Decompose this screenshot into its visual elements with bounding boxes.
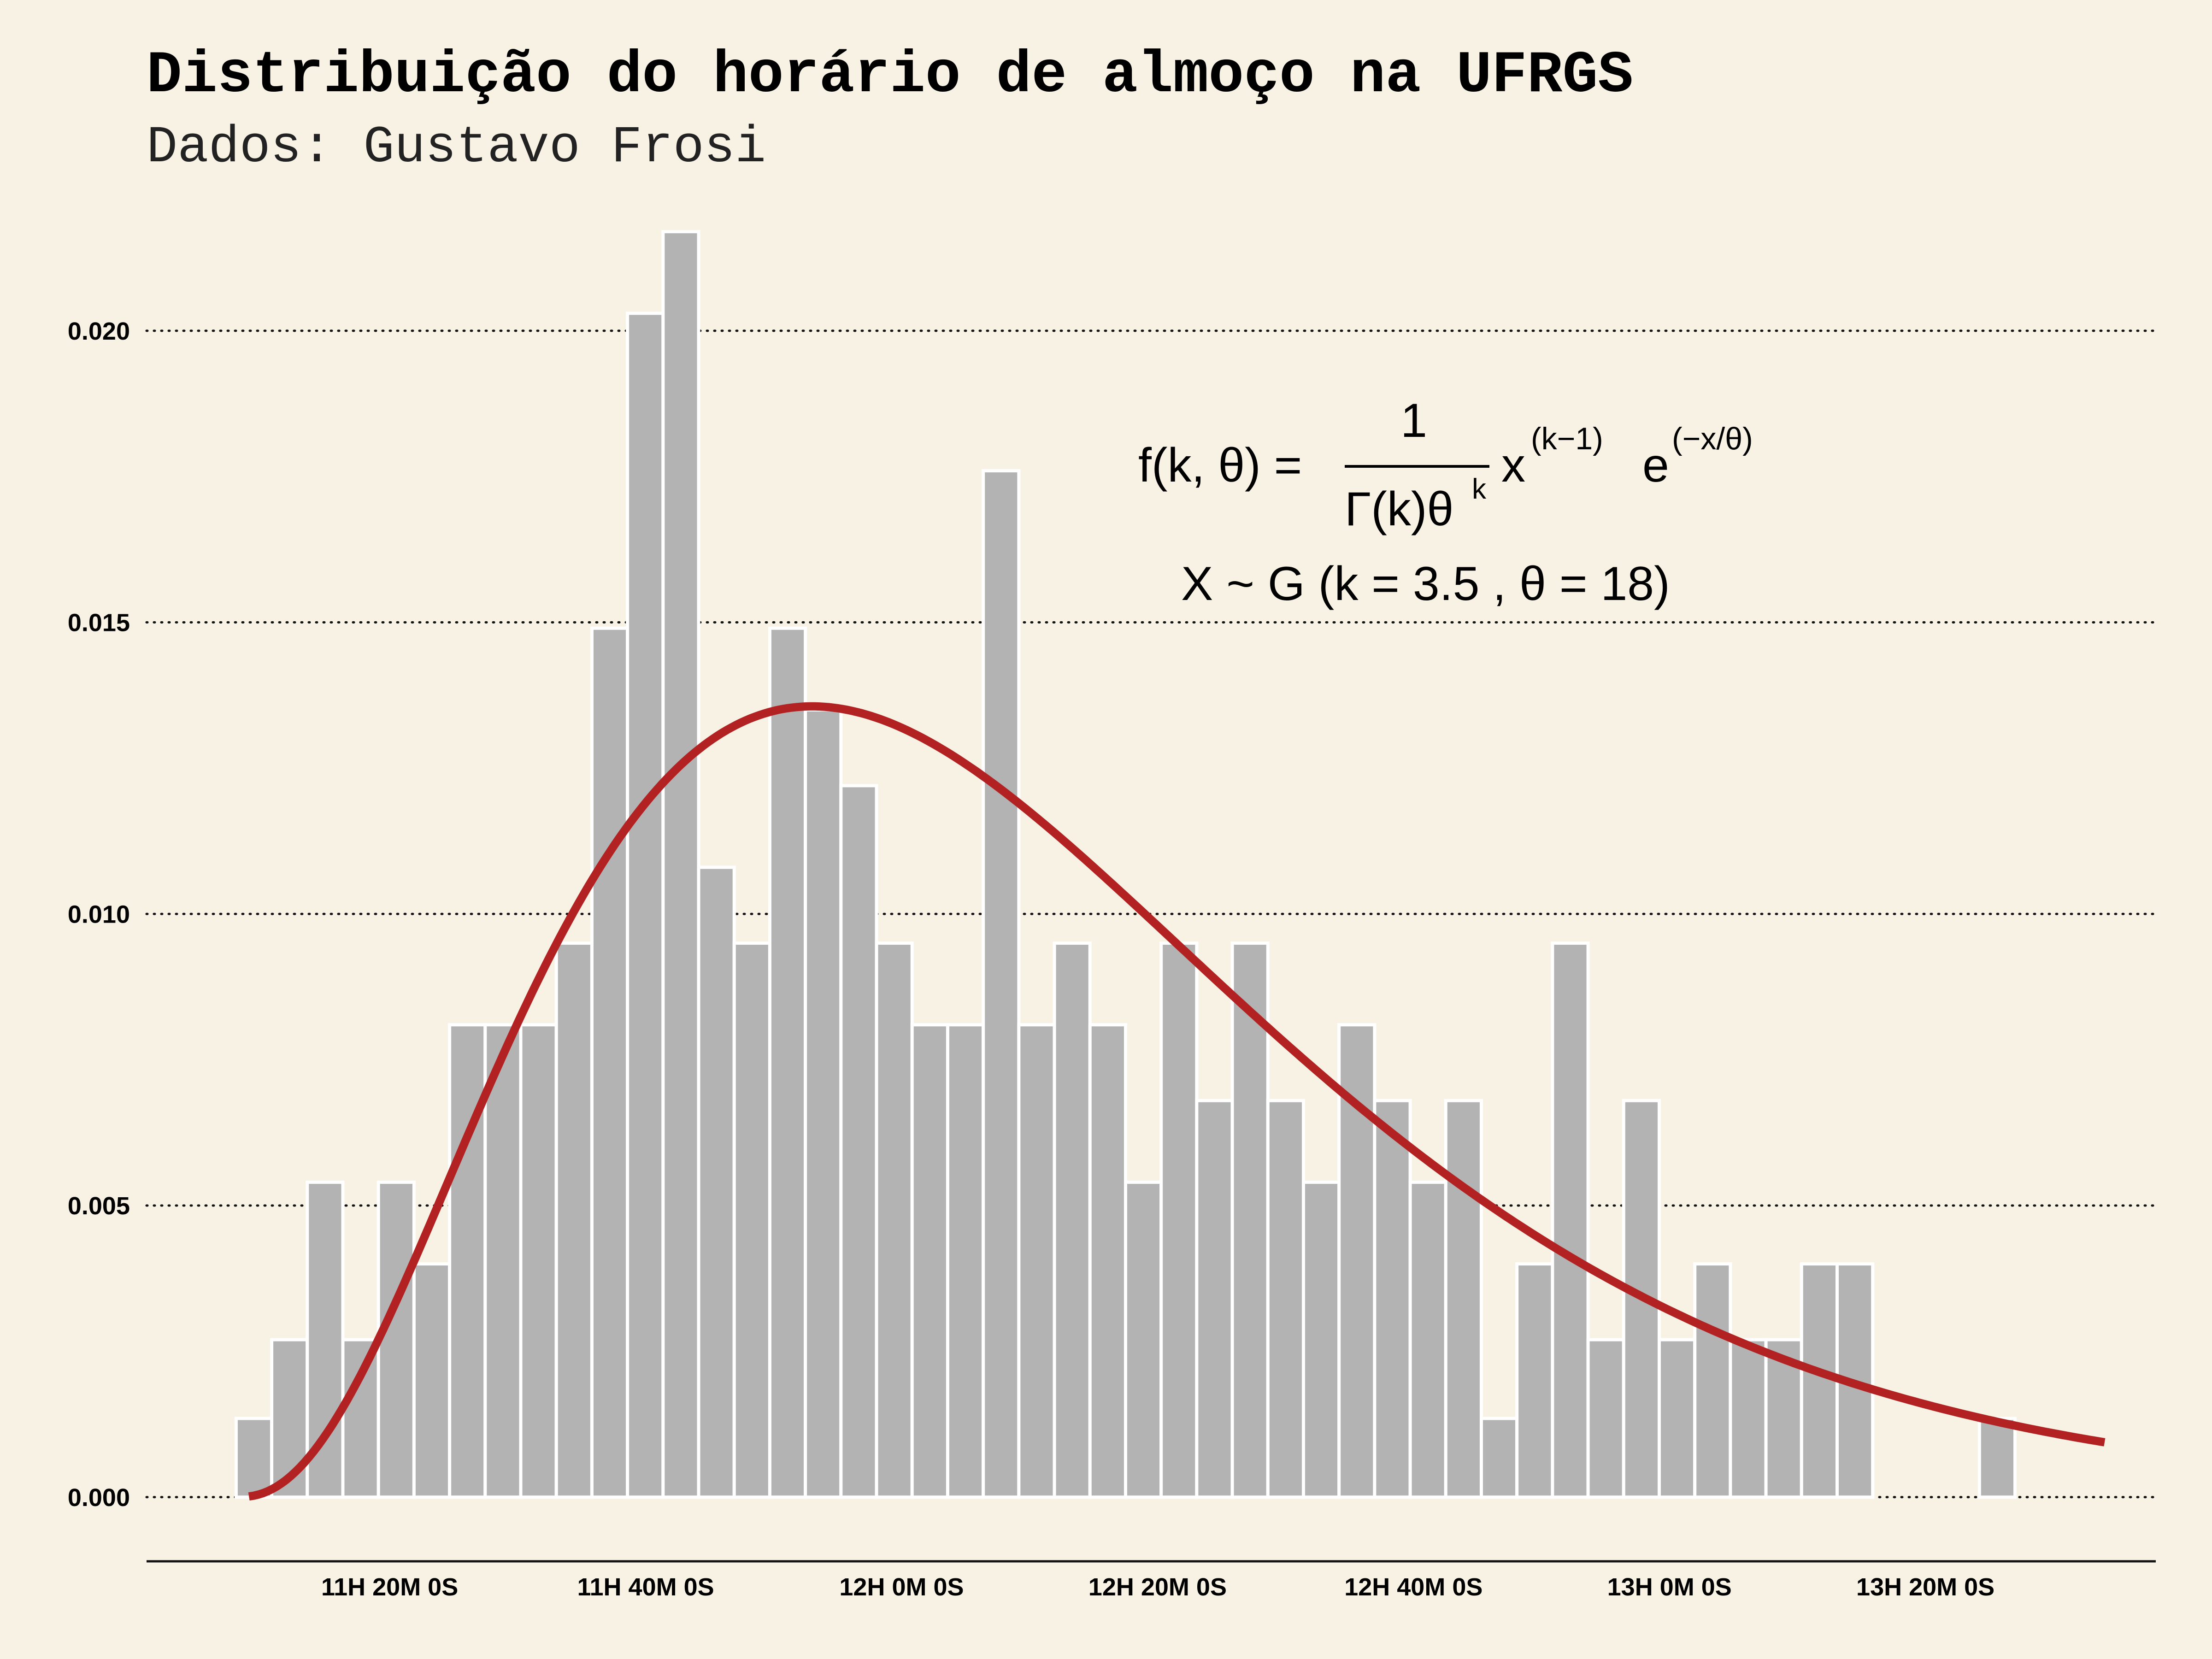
chart-title: Distribuição do horário de almoço na UFR…	[147, 42, 1633, 109]
histogram-bar	[1053, 941, 1092, 1499]
histogram-bar	[341, 1338, 380, 1499]
x-tick-label: 12H 40M 0S	[1344, 1573, 1483, 1601]
histogram-bar	[946, 1023, 985, 1499]
histogram-bar	[1159, 941, 1199, 1499]
histogram-bar	[1373, 1099, 1412, 1499]
histogram-bar	[697, 865, 736, 1499]
histogram-bar	[412, 1262, 452, 1499]
x-tick-label: 11H 40M 0S	[577, 1573, 714, 1601]
y-tick-label: 0.000	[68, 1484, 130, 1512]
histogram-bar	[306, 1180, 345, 1499]
formula-denominator-sup: k	[1472, 473, 1487, 505]
x-tick-label: 13H 20M 0S	[1856, 1573, 1994, 1601]
histogram-bar	[732, 941, 771, 1499]
histogram-bar	[590, 626, 629, 1499]
histogram-bar	[1586, 1338, 1625, 1499]
histogram-bar	[626, 312, 665, 1499]
gamma-fit-curve	[248, 702, 2106, 1501]
histogram-bar	[554, 941, 594, 1499]
histogram-bar	[483, 1023, 523, 1499]
histogram-bar	[1977, 1417, 2017, 1499]
histogram-bar	[1551, 941, 1590, 1499]
chart-subtitle: Dados: Gustavo Frosi	[147, 118, 766, 177]
histogram-bar	[768, 626, 807, 1499]
histogram-bar	[1693, 1262, 1732, 1499]
histogram-bar	[661, 230, 700, 1499]
histogram-bar	[448, 1023, 487, 1499]
gamma-formula: f(k, θ) = 1 Γ(k)θ k x (k−1) e (−x/θ) X ~…	[1138, 394, 1753, 611]
x-tick-label: 11H 20M 0S	[321, 1573, 458, 1601]
histogram-bar	[377, 1180, 416, 1499]
histogram-bar	[1657, 1338, 1697, 1499]
histogram-bar	[839, 784, 878, 1499]
formula-distribution-line: X ~ G (k = 3.5 , θ = 18)	[1181, 557, 1670, 611]
histogram-bar	[1408, 1180, 1447, 1499]
histogram-bar	[234, 1417, 274, 1499]
histogram-bar	[1195, 1099, 1234, 1499]
histogram-bar	[1515, 1262, 1554, 1499]
histogram-bar	[1729, 1338, 1768, 1499]
y-tick-label: 0.005	[68, 1192, 130, 1220]
formula-lhs: f(k, θ) =	[1138, 439, 1302, 492]
formula-x-base: x	[1501, 439, 1525, 492]
histogram-bar	[1479, 1417, 1519, 1499]
formula-e-exponent: (−x/θ)	[1672, 421, 1753, 456]
formula-e-base: e	[1642, 439, 1669, 492]
x-tick-label: 13H 0M 0S	[1607, 1573, 1732, 1601]
histogram-bar	[1230, 941, 1270, 1499]
histogram-bar	[1301, 1180, 1341, 1499]
y-axis-tick-labels: 0.000 0.005 0.010 0.015 0.020	[68, 318, 130, 1512]
histogram-bar	[1266, 1099, 1305, 1499]
formula-denominator: Γ(k)θ	[1345, 482, 1453, 536]
histogram-bar	[519, 1023, 558, 1499]
histogram-bar	[1088, 1023, 1127, 1499]
histogram-bar	[1337, 1023, 1377, 1499]
x-tick-label: 12H 20M 0S	[1088, 1573, 1227, 1601]
formula-x-exponent: (k−1)	[1531, 421, 1603, 456]
histogram-bars	[234, 230, 2017, 1499]
histogram-bar	[1444, 1099, 1483, 1499]
histogram-bar	[910, 1023, 949, 1499]
histogram-bar	[1017, 1023, 1056, 1499]
histogram-bar	[875, 941, 914, 1499]
y-tick-label: 0.010	[68, 900, 130, 928]
y-tick-label: 0.015	[68, 609, 130, 637]
histogram-bar	[1124, 1180, 1163, 1499]
histogram-bar	[804, 708, 843, 1499]
formula-numerator: 1	[1400, 394, 1427, 447]
x-tick-label: 12H 0M 0S	[839, 1573, 964, 1601]
x-axis-tick-labels: 11H 20M 0S 11H 40M 0S 12H 0M 0S 12H 20M 0S 1…	[321, 1573, 1994, 1601]
y-tick-label: 0.020	[68, 318, 130, 345]
histogram-bar	[982, 469, 1021, 1499]
